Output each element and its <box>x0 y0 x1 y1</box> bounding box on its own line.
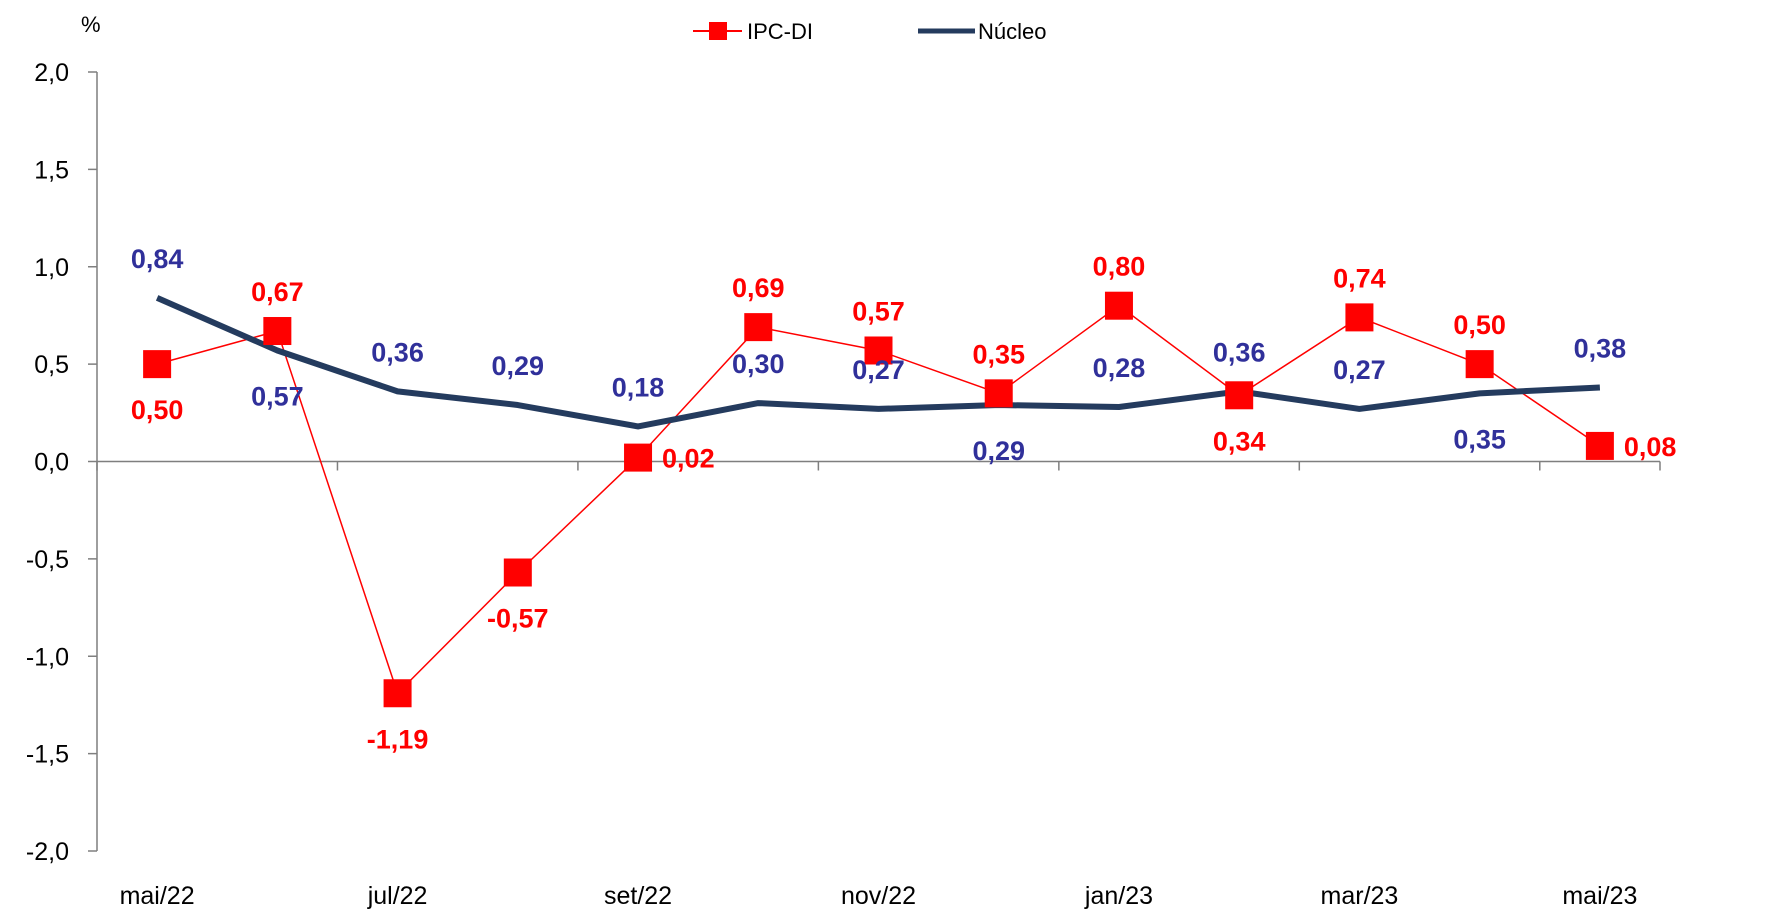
ipc-di-marker <box>1465 350 1494 379</box>
legend-nucleo-label: Núcleo <box>978 19 1046 44</box>
nucleo-data-label: 0,27 <box>1333 355 1386 385</box>
ipc-di-data-label: 0,67 <box>251 277 304 307</box>
x-ticks: mai/22 jul/22 set/22 nov/22 jan/23 mar/23 mai/… <box>96 461 1661 910</box>
y-ticks: 2,0 1,5 1,0 0,5 0,0 -0,5 -1,0 -1,5 -2,0 <box>26 59 97 866</box>
ipc-di-data-label: 0,50 <box>131 395 184 425</box>
x-tick-label: mar/23 <box>1321 882 1399 910</box>
ipc-di-data-label: 0,80 <box>1093 252 1146 282</box>
ipc-di-marker <box>624 443 653 472</box>
series-line-nucleo <box>155 295 1601 430</box>
ipc-di-marker <box>143 350 172 379</box>
data-labels: 0,50 0,67 -1,19 -0,57 0,02 0,69 0,57 0,35 0,80 0,… <box>131 244 1677 754</box>
x-tick-label: mai/23 <box>1562 882 1637 910</box>
ipc-di-marker <box>984 379 1013 408</box>
nucleo-data-label: 0,36 <box>371 337 424 367</box>
nucleo-data-label: 0,36 <box>1213 337 1266 367</box>
ipc-di-marker <box>383 679 412 708</box>
nucleo-data-label: 0,30 <box>732 349 785 379</box>
ipc-di-data-label: -0,57 <box>487 604 549 634</box>
nucleo-data-label: 0,57 <box>251 381 304 411</box>
y-tick-label: -1,0 <box>26 643 69 671</box>
nucleo-data-label: 0,84 <box>131 244 184 274</box>
ipc-di-data-label: 0,34 <box>1213 426 1266 456</box>
nucleo-data-label: 0,28 <box>1093 353 1146 383</box>
nucleo-data-label: 0,18 <box>612 372 665 402</box>
ipc-di-data-label: 0,74 <box>1333 263 1386 293</box>
ipc-di-data-label: -1,19 <box>367 724 429 754</box>
ipc-di-marker <box>1225 381 1254 410</box>
y-tick-label: 0,0 <box>34 449 69 477</box>
ipc-di-marker <box>1585 431 1614 460</box>
y-axis-unit-label: % <box>81 12 101 37</box>
ipc-di-data-label: 0,69 <box>732 273 785 303</box>
nucleo-data-label: 0,27 <box>852 355 905 385</box>
y-tick-label: -0,5 <box>26 546 69 574</box>
x-tick-label: mai/22 <box>120 882 195 910</box>
ipc-di-marker <box>744 313 773 342</box>
x-tick-label: nov/22 <box>841 882 916 910</box>
x-tick-label: jul/22 <box>367 882 428 910</box>
ipc-di-marker <box>1345 303 1374 332</box>
nucleo-data-label: 0,35 <box>1453 424 1506 454</box>
y-tick-label: 2,0 <box>34 59 69 87</box>
y-tick-label: 0,5 <box>34 351 69 379</box>
ipc-di-marker <box>263 317 292 346</box>
ipc-di-data-label: 0,02 <box>662 444 715 474</box>
legend: IPC-DI Núcleo <box>693 19 1046 44</box>
y-tick-label: 1,5 <box>34 156 69 184</box>
y-tick-label: -2,0 <box>26 838 69 866</box>
ipc-di-marker <box>864 336 893 365</box>
x-tick-label: jan/23 <box>1084 882 1153 910</box>
ipc-di-data-label: 0,50 <box>1453 310 1506 340</box>
nucleo-data-label: 0,38 <box>1574 333 1627 363</box>
y-tick-label: -1,5 <box>26 741 69 769</box>
y-tick-label: 1,0 <box>34 254 69 282</box>
nucleo-data-label: 0,29 <box>972 436 1025 466</box>
ipc-di-data-label: 0,57 <box>852 296 905 326</box>
nucleo-data-label: 0,29 <box>492 351 545 381</box>
ipc-di-marker <box>1104 291 1133 320</box>
ipc-di-marker <box>503 558 532 587</box>
x-tick-label: set/22 <box>604 882 672 910</box>
ipc-di-data-label: 0,08 <box>1624 432 1677 462</box>
axes <box>96 72 1660 851</box>
legend-ipc-di-marker <box>709 22 727 40</box>
legend-ipc-di-label: IPC-DI <box>747 19 813 44</box>
ipc-di-data-label: 0,35 <box>972 339 1025 369</box>
series <box>143 291 1614 708</box>
